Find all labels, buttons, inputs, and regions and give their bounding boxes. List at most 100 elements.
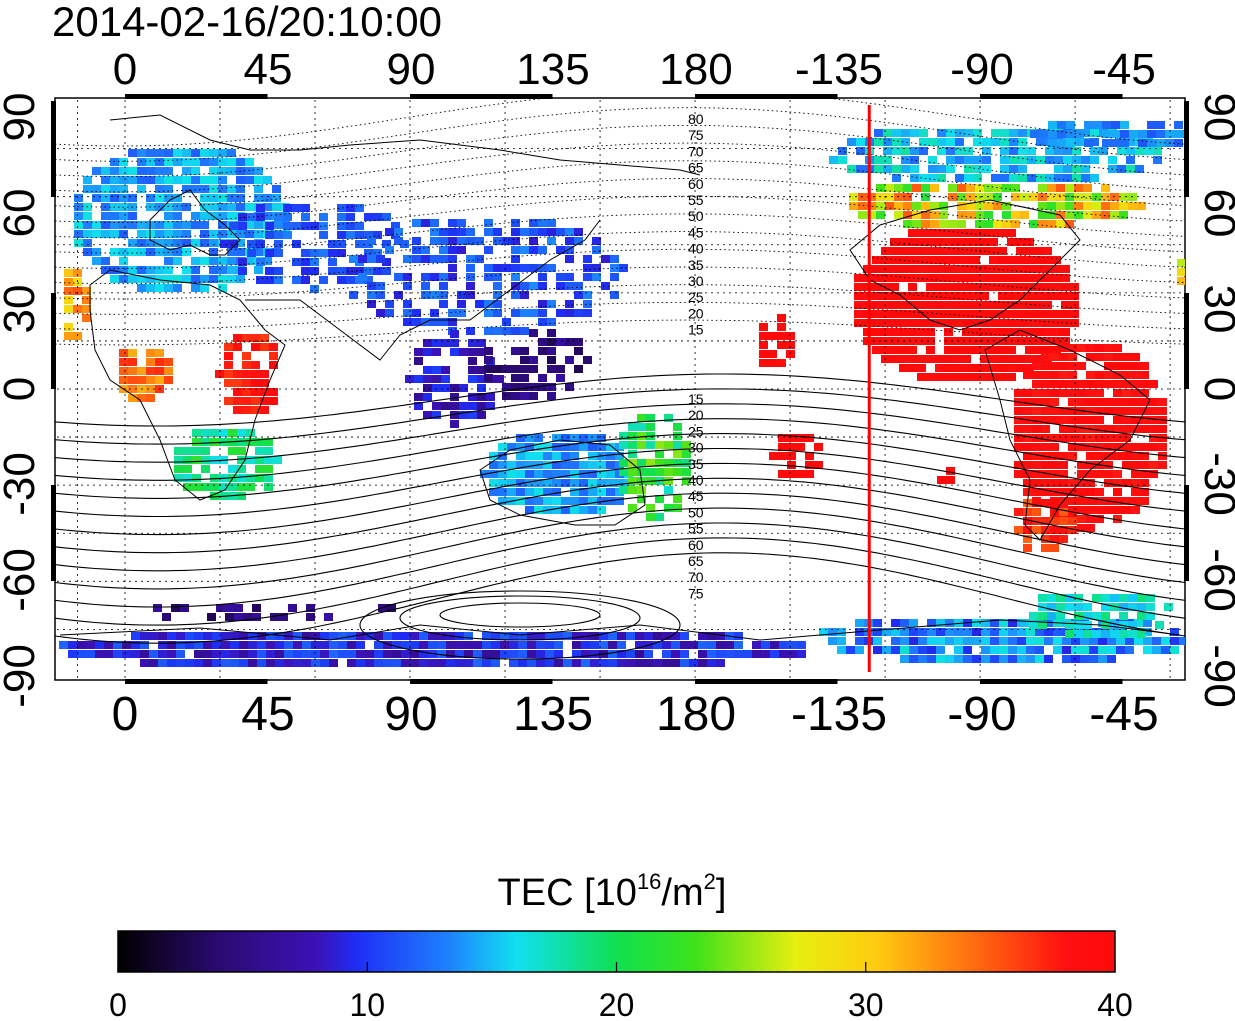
tec-cell (971, 292, 980, 300)
tec-cell (957, 202, 966, 210)
tec-cell (1104, 362, 1113, 370)
tec-cell (167, 659, 176, 667)
tec-cell (962, 256, 971, 264)
tec-cell (1131, 371, 1140, 379)
tec-cell (953, 256, 962, 264)
mlat-label-south: 70 (688, 569, 704, 585)
tec-cell (242, 397, 251, 405)
tec-cell (1059, 535, 1068, 543)
tec-cell (779, 650, 788, 658)
tec-cell (155, 275, 164, 283)
tec-cell (209, 248, 218, 256)
tec-cell (374, 641, 383, 649)
tec-cell (982, 165, 991, 173)
tec-cell (374, 650, 383, 658)
tec-cell (1017, 655, 1026, 663)
tec-cell (1034, 283, 1043, 291)
tec-cell (527, 659, 536, 667)
tec-cell (128, 376, 137, 384)
tec-cell (998, 373, 1007, 381)
tec-cell (837, 628, 846, 636)
tec-cell (272, 203, 281, 211)
tec-cell (953, 229, 962, 237)
tec-cell (637, 486, 646, 494)
tec-cell (432, 375, 441, 383)
tec-cell (264, 465, 273, 473)
tec-cell (218, 221, 227, 229)
tec-cell (1026, 637, 1035, 645)
tec-cell (1061, 301, 1070, 309)
tec-cell (200, 212, 209, 220)
tec-cell (1070, 292, 1079, 300)
tec-cell (77, 641, 86, 649)
tec-cell (119, 212, 128, 220)
tec-cell (516, 497, 525, 505)
tec-cell (854, 283, 863, 291)
tec-cell (796, 470, 805, 478)
tec-cell (1032, 443, 1041, 451)
tec-cell (122, 641, 131, 649)
tec-cell (437, 659, 446, 667)
tec-cell (173, 194, 182, 202)
tec-cell (1086, 389, 1095, 397)
tec-cell (263, 257, 272, 265)
tec-cell (971, 238, 980, 246)
tec-cell (980, 373, 989, 381)
tec-cell (173, 257, 182, 265)
tec-cell (529, 309, 538, 317)
tec-cell (919, 138, 928, 146)
tec-cell (525, 443, 534, 451)
tec-cell (1014, 461, 1023, 469)
tec-cell (989, 283, 998, 291)
tec-cell (930, 211, 939, 219)
tec-cell (210, 456, 219, 464)
tec-cell (1009, 138, 1018, 146)
tec-cell (664, 414, 673, 422)
tec-cell (637, 423, 646, 431)
tec-cell (1061, 283, 1070, 291)
tec-cell (1041, 488, 1050, 496)
tec-cell (1140, 470, 1149, 478)
tec-cell (446, 641, 455, 649)
tec-cell (980, 301, 989, 309)
tec-cell (525, 461, 534, 469)
tec-cell (347, 659, 356, 667)
tec-cell (1052, 256, 1061, 264)
tec-cell (419, 650, 428, 658)
tec-cell (565, 273, 574, 281)
tec-cell (543, 488, 552, 496)
tec-cell (218, 185, 227, 193)
tec-cell (155, 358, 164, 366)
tec-cell (498, 452, 507, 460)
tec-cell (901, 147, 910, 155)
tec-cell (1053, 646, 1062, 654)
tec-cell (873, 637, 882, 645)
tec-cell (459, 411, 468, 419)
tec-cell (1002, 202, 1011, 210)
tec-cell (680, 632, 689, 640)
tec-cell (990, 619, 999, 627)
tec-cell (989, 247, 998, 255)
tec-cell (347, 641, 356, 649)
tec-cell (534, 488, 543, 496)
tec-cell (918, 655, 927, 663)
tec-cell (874, 156, 883, 164)
tec-cell (927, 628, 936, 636)
bottom-scale-bar (695, 679, 838, 684)
tec-cell (200, 230, 209, 238)
tec-cell (592, 246, 601, 254)
tec-cell (910, 156, 919, 164)
tec-cell (1050, 380, 1059, 388)
tec-cell (219, 429, 228, 437)
tec-cell (946, 156, 955, 164)
tec-cell (155, 158, 164, 166)
tec-cell (946, 147, 955, 155)
tec-cell (1041, 353, 1050, 361)
tec-cell (242, 334, 251, 342)
tec-cell (881, 265, 890, 273)
tec-cell (293, 659, 302, 667)
tec-cell (477, 348, 486, 356)
tec-cell (972, 655, 981, 663)
tec-cell (358, 255, 367, 263)
latitude-tick-label: -60 (0, 548, 44, 612)
